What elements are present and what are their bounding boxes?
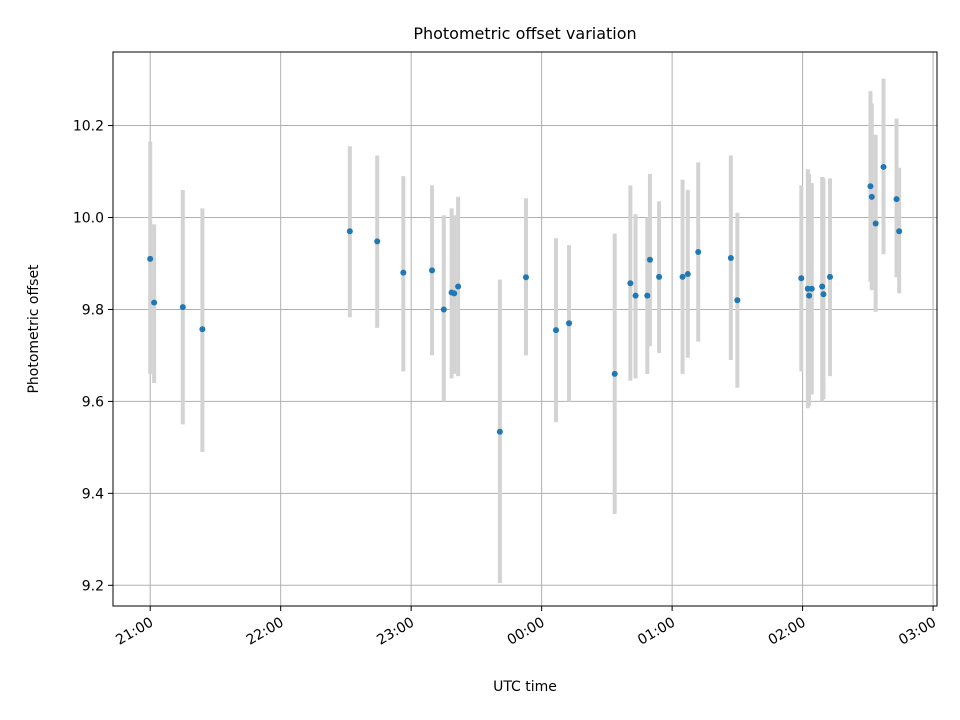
chart-title: Photometric offset variation: [413, 24, 636, 43]
y-axis-label: Photometric offset: [26, 264, 42, 394]
data-point: [896, 228, 903, 235]
data-point: [868, 193, 875, 200]
data-point: [679, 273, 686, 280]
data-point: [827, 273, 834, 280]
data-point: [819, 283, 826, 290]
data-point: [522, 274, 529, 281]
data-point: [400, 269, 407, 276]
data-point: [179, 304, 186, 311]
data-point: [820, 291, 827, 298]
data-point: [727, 254, 734, 261]
x-axis-label: UTC time: [493, 679, 557, 695]
data-point: [646, 256, 653, 263]
data-point: [872, 220, 879, 227]
data-point: [867, 183, 874, 190]
y-tick-label: 9.4: [82, 486, 104, 502]
data-point: [566, 320, 573, 327]
data-point: [656, 273, 663, 280]
data-point: [684, 271, 691, 278]
data-point: [611, 370, 618, 377]
data-point: [880, 163, 887, 170]
data-point: [199, 326, 206, 333]
data-point: [632, 292, 639, 299]
data-point: [627, 280, 634, 287]
y-tick-label: 10.2: [73, 119, 104, 135]
data-point: [440, 306, 447, 313]
y-tick-label: 9.8: [82, 302, 104, 318]
data-point: [147, 255, 154, 262]
data-point: [806, 292, 813, 299]
data-point: [346, 228, 353, 235]
data-point: [808, 285, 815, 292]
y-tick-label: 10.0: [73, 211, 104, 227]
data-point: [429, 267, 436, 274]
data-points: [147, 163, 903, 435]
data-point: [644, 292, 651, 299]
y-tick-label: 9.6: [82, 394, 104, 410]
data-point: [496, 428, 503, 435]
data-point: [798, 275, 805, 282]
data-point: [552, 327, 559, 334]
data-point: [151, 299, 158, 306]
data-point: [451, 290, 458, 297]
data-point: [695, 248, 702, 255]
data-point: [455, 283, 462, 290]
data-point: [734, 297, 741, 304]
data-point: [374, 238, 381, 245]
plot-frame: [112, 51, 938, 607]
y-tick-label: 9.2: [82, 578, 104, 594]
data-point: [893, 196, 900, 203]
